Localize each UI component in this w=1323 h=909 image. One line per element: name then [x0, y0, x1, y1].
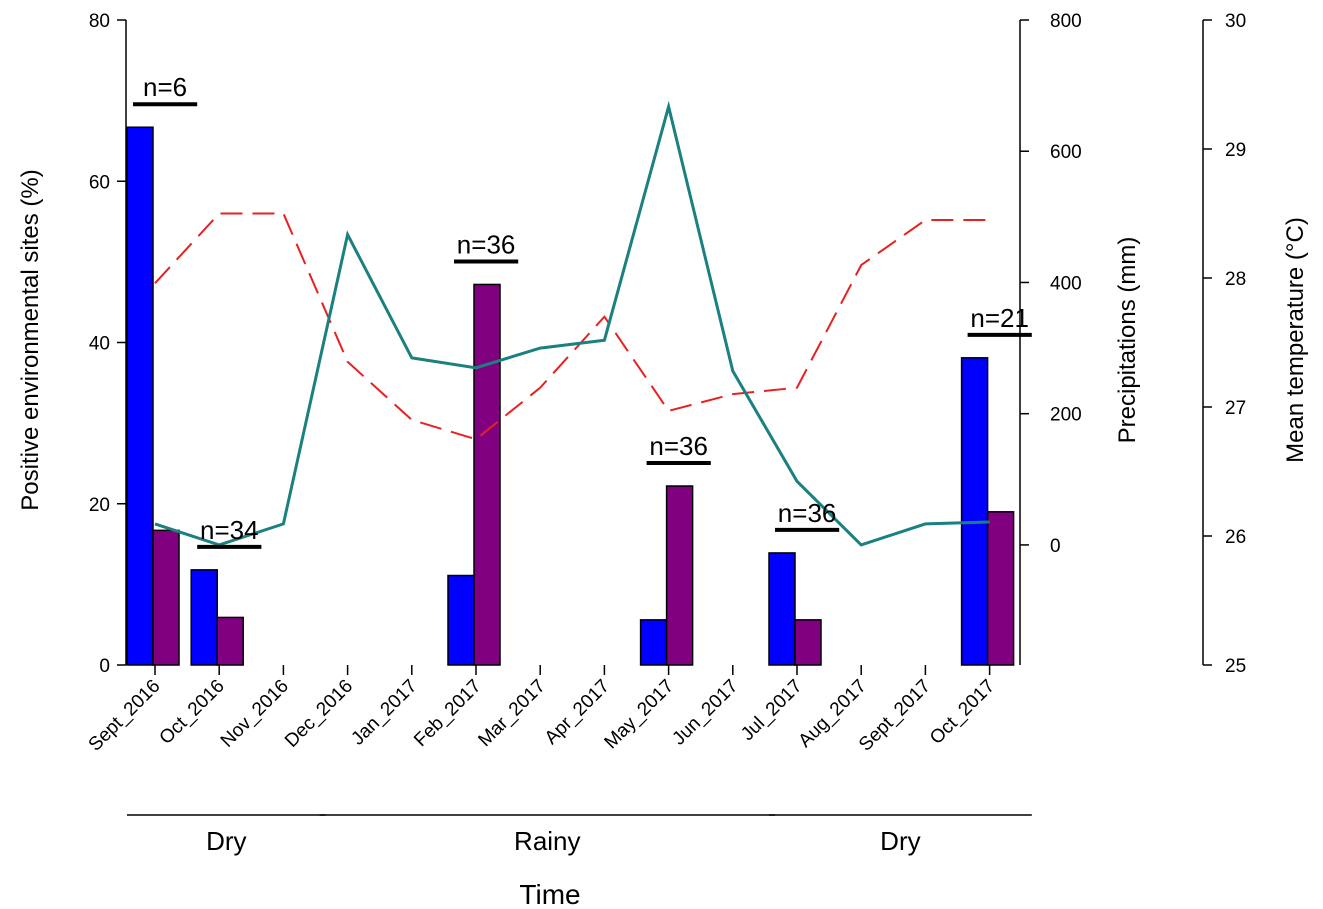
- x-tick-label: Jun_2017: [668, 676, 742, 750]
- bar-series-2: [986, 511, 1015, 666]
- sample-size-label: n=6: [143, 72, 187, 102]
- bar-series-1: [768, 552, 796, 666]
- bar-series-2: [216, 616, 244, 666]
- precipitation-tick-label: 800: [1050, 11, 1082, 32]
- temperature-tick-label: 30: [1225, 11, 1246, 32]
- bar-series-2: [665, 485, 694, 666]
- sample-size-label: n=36: [778, 498, 837, 528]
- bar-series-2: [473, 283, 501, 666]
- sample-size-label: n=21: [970, 303, 1029, 333]
- temperature-tick-label: 27: [1225, 398, 1246, 419]
- x-axis-title: Time: [519, 879, 580, 909]
- precipitation-tick-label: 400: [1050, 273, 1082, 294]
- x-tick-label: Sept_2016: [85, 676, 165, 756]
- season-label: Dry: [206, 826, 246, 856]
- sample-size-label: n=36: [649, 431, 708, 461]
- temperature-axis-title: Mean temperature (°C): [1282, 217, 1309, 463]
- x-tick-label: Mar_2017: [474, 676, 549, 751]
- x-tick-label: May_2017: [601, 676, 679, 754]
- precipitation-tick-label: 600: [1050, 142, 1082, 163]
- temperature-tick-label: 29: [1225, 140, 1246, 161]
- precipitation-tick-label: 0: [1050, 536, 1061, 557]
- sample-size-label: n=36: [457, 229, 516, 259]
- bar-series-1: [126, 126, 154, 666]
- x-tick-label: Nov_2016: [217, 676, 293, 752]
- left-tick-label: 0: [99, 656, 110, 677]
- left-tick-label: 40: [89, 334, 110, 355]
- precipitation-line: [154, 100, 990, 547]
- season-label: Rainy: [514, 826, 580, 856]
- precipitation-tick-label: 200: [1050, 405, 1082, 426]
- temperature-tick-label: 25: [1225, 656, 1246, 677]
- bar-series-1: [190, 569, 218, 666]
- annotations-layer: n=6 n=34 n=36 n=36 n=36 n=21 Dry Rainy Dry: [127, 72, 1032, 856]
- x-tick-label: Oct_2017: [926, 676, 999, 749]
- temperature-tick-label: 28: [1225, 269, 1246, 290]
- sample-size-label: n=34: [200, 515, 259, 545]
- bar-series-2: [794, 619, 822, 666]
- bar-series-1: [447, 574, 475, 666]
- bar-series-2: [152, 529, 180, 666]
- y-axis-title: Positive environmental sites (%): [17, 169, 44, 510]
- x-tick-label: Jan_2017: [347, 676, 421, 750]
- lines-layer: [154, 100, 990, 547]
- bars-layer: [126, 126, 1015, 666]
- x-tick-label: Dec_2016: [281, 676, 357, 752]
- left-tick-label: 80: [89, 11, 110, 32]
- temperature-line: [154, 212, 990, 441]
- bar-series-1: [639, 619, 668, 666]
- x-tick-label: Feb_2017: [410, 676, 485, 751]
- season-label: Dry: [880, 826, 920, 856]
- left-tick-label: 60: [89, 172, 110, 193]
- bar-series-1: [960, 357, 989, 666]
- precipitation-axis-title: Precipitations (mm): [1114, 237, 1141, 444]
- left-tick-label: 20: [89, 495, 110, 516]
- temperature-tick-label: 26: [1225, 527, 1246, 548]
